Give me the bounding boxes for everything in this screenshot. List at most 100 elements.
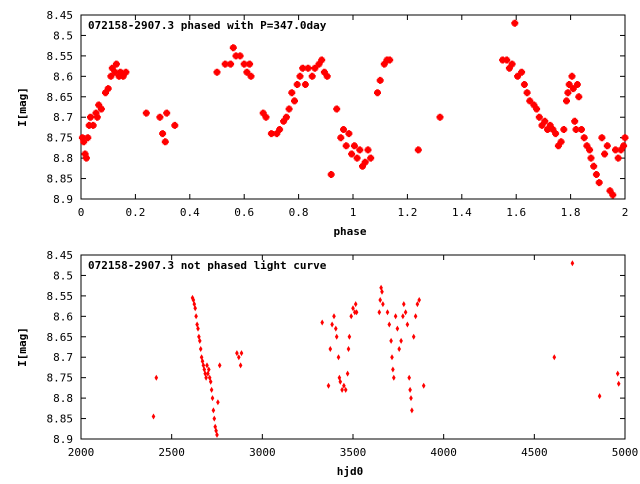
phased-data-point xyxy=(267,130,275,138)
unphased-data-point xyxy=(191,297,196,303)
unphased-data-point xyxy=(597,393,602,400)
unphased-data-point xyxy=(347,333,352,340)
phased-y-tick-label: 8.55 xyxy=(47,50,74,63)
phased-data-point xyxy=(621,134,629,142)
phased-data-point xyxy=(247,72,255,80)
phased-data-point xyxy=(572,126,580,133)
phased-data-point xyxy=(288,89,296,97)
unphased-data-point xyxy=(198,346,203,352)
unphased-data-point xyxy=(334,333,339,340)
phased-data-point xyxy=(213,68,221,76)
unphased-data-point xyxy=(615,370,620,377)
phased-data-point xyxy=(518,68,526,76)
phased-data-point xyxy=(376,76,384,84)
unphased-data-point xyxy=(212,415,217,422)
phased-data-point xyxy=(111,68,119,76)
phased-data-point xyxy=(569,85,577,93)
unphased-data-point xyxy=(410,407,414,414)
phased-data-point xyxy=(530,101,538,109)
phased-data-point xyxy=(592,171,600,178)
unphased-data-point xyxy=(332,313,336,320)
phased-data-point xyxy=(549,126,557,133)
phased-data-point xyxy=(342,142,350,150)
phased-data-point xyxy=(273,130,281,138)
phased-y-tick-label: 8.8 xyxy=(53,152,73,165)
unphased-data-point xyxy=(354,309,359,316)
phased-data-point xyxy=(240,60,248,68)
unphased-data-point xyxy=(413,313,418,320)
unphased-data-point xyxy=(213,423,217,430)
phased-x-tick-label: 1.4 xyxy=(452,206,472,219)
phased-data-point xyxy=(520,81,528,88)
unphased-y-tick-label: 8.65 xyxy=(47,331,74,344)
unphased-y-tick-label: 8.45 xyxy=(47,249,74,262)
phased-data-point xyxy=(104,85,112,93)
phased-data-point xyxy=(308,72,316,80)
phased-data-point xyxy=(606,187,614,195)
phased-y-tick-label: 8.65 xyxy=(47,91,74,104)
unphased-x-tick-label: 2500 xyxy=(158,446,185,459)
phased-data-point xyxy=(554,142,562,150)
phased-data-point xyxy=(108,64,116,72)
phased-data-point xyxy=(350,142,358,150)
unphased-data-point xyxy=(210,395,215,402)
unphased-data-point xyxy=(326,382,331,389)
unphased-data-point xyxy=(151,413,156,420)
phased-data-point xyxy=(563,97,570,105)
phased-data-point xyxy=(82,154,90,162)
phased-data-point xyxy=(262,113,270,121)
phased-data-point xyxy=(95,101,103,109)
phased-data-point xyxy=(598,134,606,142)
unphased-y-tick-label: 8.5 xyxy=(53,269,73,282)
phased-data-point xyxy=(546,121,554,129)
unphased-data-point xyxy=(198,337,202,344)
unphased-data-point xyxy=(196,325,200,332)
phased-data-point xyxy=(156,113,164,121)
phased-y-axis-label: I[mag] xyxy=(16,87,29,127)
unphased-data-point xyxy=(334,325,338,332)
phased-data-point xyxy=(163,109,171,117)
unphased-data-point xyxy=(239,350,244,357)
unphased-data-point xyxy=(235,350,239,357)
phased-y-tick-label: 8.75 xyxy=(47,132,74,145)
phased-x-tick-label: 0.4 xyxy=(180,206,200,219)
phased-plot-title: 072158-2907.3 phased with P=347.0day xyxy=(88,19,327,32)
unphased-data-point xyxy=(401,313,405,320)
phased-data-point xyxy=(102,89,109,97)
unphased-data-point xyxy=(409,395,413,402)
phased-data-point xyxy=(159,130,167,138)
phased-data-point xyxy=(81,150,89,158)
unphased-data-point xyxy=(402,301,406,308)
phased-data-point xyxy=(571,117,579,125)
phased-data-point xyxy=(80,138,88,146)
phased-data-point xyxy=(541,117,549,125)
phased-data-point xyxy=(293,81,301,88)
phased-data-point xyxy=(595,179,603,187)
unphased-data-point xyxy=(403,309,408,316)
phased-data-point xyxy=(161,138,169,146)
unphased-data-point xyxy=(421,382,426,389)
phased-data-point xyxy=(243,68,251,76)
phased-data-point xyxy=(617,146,625,154)
unphased-y-ticks: 8.45 8.5 8.55 8.6 8.65 8.7 8.75 8.8 8.85 8.9 xyxy=(47,249,625,446)
phased-data-point xyxy=(227,60,235,68)
phased-data-point xyxy=(499,56,507,64)
phased-data-point xyxy=(115,72,123,80)
phased-y-tick-label: 8.7 xyxy=(53,111,73,124)
phased-x-ticks: 0 0.2 0.4 0.6 0.8 1 1.2 1.4 1.6 1.8 2 xyxy=(78,15,628,219)
unphased-y-tick-label: 8.8 xyxy=(53,392,73,405)
unphased-data-point xyxy=(380,288,384,295)
unphased-data-point xyxy=(338,378,343,385)
unphased-plot-title: 072158-2907.3 not phased light curve xyxy=(88,259,327,272)
unphased-data-point xyxy=(154,374,159,381)
phased-data-point xyxy=(93,113,101,121)
phased-data-point xyxy=(291,97,298,105)
phased-y-ticks: 8.45 8.5 8.55 8.6 8.65 8.7 8.75 8.8 8.85 8.9 xyxy=(47,9,625,206)
phased-data-point xyxy=(580,134,588,142)
phased-data-point xyxy=(296,72,304,80)
unphased-light-curve-panel: 072158-2907.3 not phased light curve hjd… xyxy=(16,249,638,478)
phased-data-point xyxy=(304,64,312,72)
unphased-data-point xyxy=(330,321,334,328)
unphased-data-point xyxy=(377,309,382,316)
